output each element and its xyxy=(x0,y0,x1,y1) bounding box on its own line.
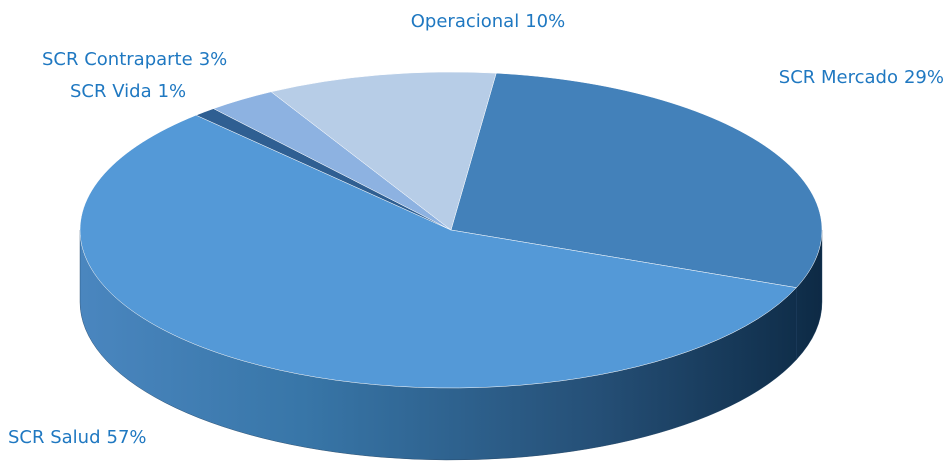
slice-percent: 57% xyxy=(107,427,147,448)
slice-percent: 29% xyxy=(904,67,944,88)
labels: SCR Mercado 29%SCR Salud 57%SCR Vida 1%SCR … xyxy=(8,11,944,448)
slice-label: SCR Vida 1% xyxy=(70,81,186,102)
pie-tops xyxy=(79,71,823,389)
slice-percent: 1% xyxy=(158,81,187,102)
slice-name: SCR Contraparte xyxy=(42,49,193,70)
slice-label: SCR Salud 57% xyxy=(8,427,147,448)
pie-slice xyxy=(79,114,797,389)
slice-name: Operacional xyxy=(411,11,519,32)
slice-name: SCR Mercado xyxy=(779,67,898,88)
slice-label: SCR Mercado 29% xyxy=(779,67,944,88)
slice-percent: 10% xyxy=(525,11,565,32)
slice-label: SCR Contraparte 3% xyxy=(42,49,227,70)
slice-label: Operacional 10% xyxy=(411,11,565,32)
pie-slice xyxy=(450,72,823,288)
slice-percent: 3% xyxy=(199,49,228,70)
slice-name: SCR Salud xyxy=(8,427,101,448)
slice-name: SCR Vida xyxy=(70,81,152,102)
pie-slice xyxy=(270,71,497,231)
